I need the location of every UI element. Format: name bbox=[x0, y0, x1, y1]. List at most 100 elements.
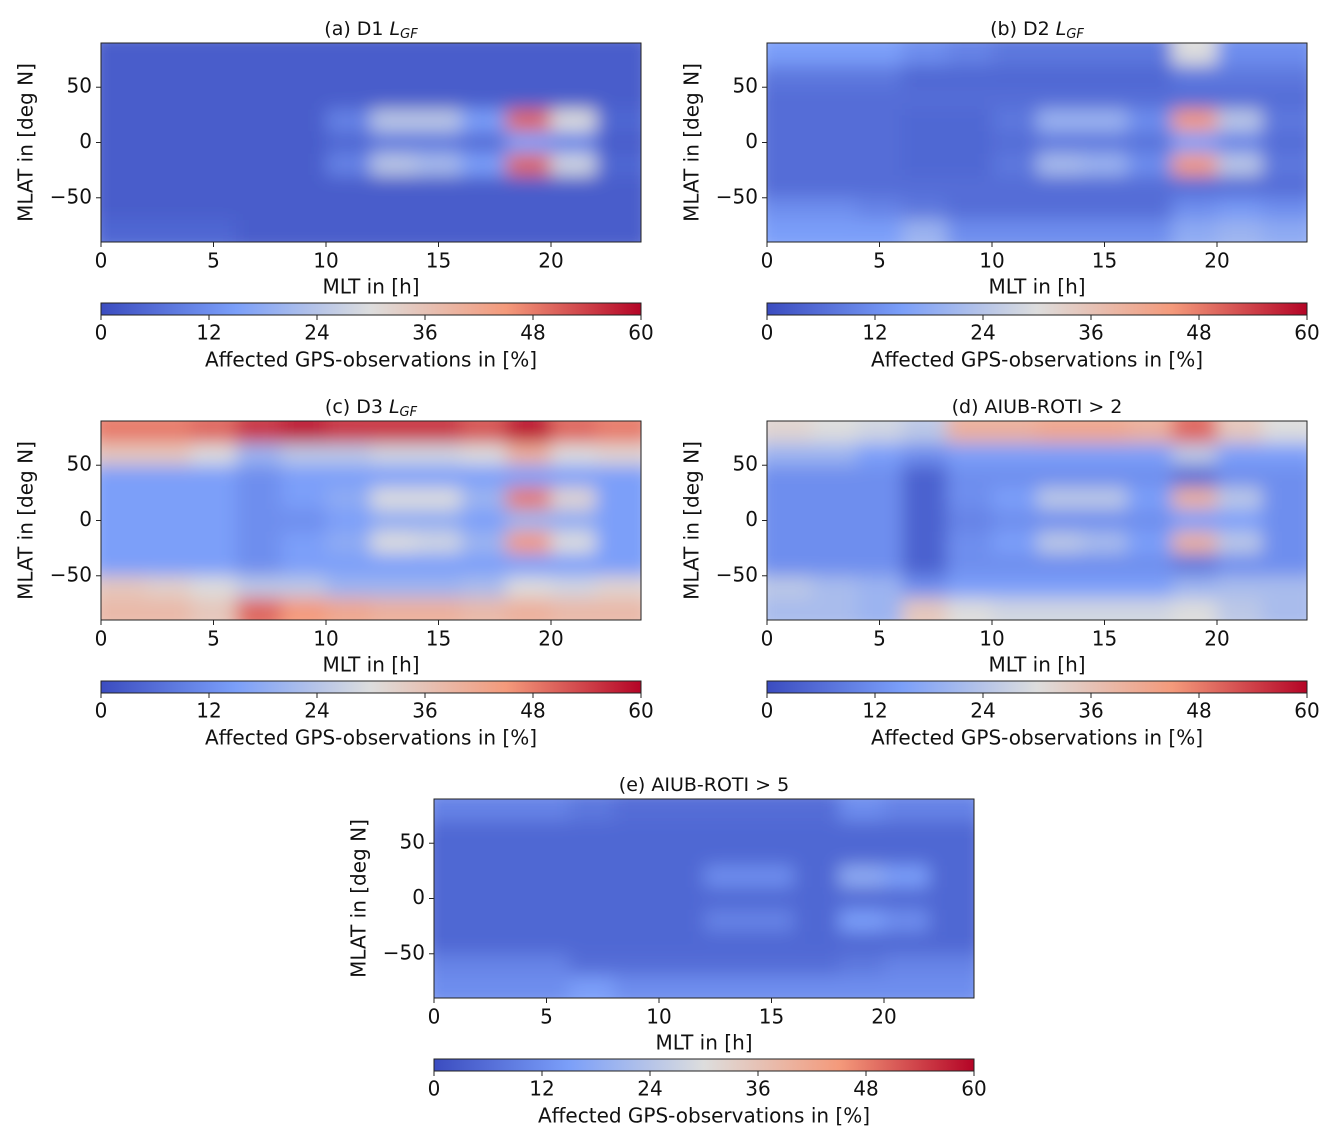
heatmap-cell bbox=[371, 553, 417, 577]
heatmap-cell bbox=[506, 597, 552, 620]
heatmap-cell bbox=[947, 575, 993, 599]
heatmap-cell bbox=[1037, 597, 1083, 620]
heatmap-cell bbox=[146, 597, 192, 620]
heatmap-cell bbox=[659, 887, 705, 911]
heatmap-cell bbox=[1217, 443, 1263, 466]
heatmap-cell bbox=[1037, 531, 1083, 555]
heatmap-cell bbox=[857, 531, 903, 555]
heatmap-cell bbox=[461, 531, 507, 555]
heatmap-cell bbox=[902, 87, 948, 110]
heatmap-cell bbox=[371, 465, 417, 488]
heatmap-cell bbox=[992, 553, 1038, 577]
heatmap-cell bbox=[1127, 575, 1173, 599]
heatmap-cell bbox=[326, 87, 372, 110]
heatmap-cell bbox=[659, 975, 705, 998]
heatmap-cell bbox=[704, 865, 750, 888]
heatmap-cell bbox=[101, 443, 147, 466]
heatmap-cell bbox=[767, 487, 813, 510]
heatmap-cell bbox=[992, 509, 1038, 533]
x-tick-label: 20 bbox=[1204, 249, 1229, 273]
heatmap-cell bbox=[1172, 575, 1218, 599]
heatmap-cell bbox=[551, 109, 597, 132]
x-tick-label: 0 bbox=[761, 627, 774, 651]
heatmap-cell bbox=[236, 421, 282, 444]
heatmap-cell bbox=[551, 487, 597, 510]
heatmap-cell bbox=[1262, 197, 1307, 221]
heatmap-cell bbox=[281, 443, 327, 466]
x-tick-label: 10 bbox=[979, 249, 1004, 273]
heatmap-cell bbox=[992, 219, 1038, 242]
heatmap-cell bbox=[434, 975, 480, 998]
heatmap-cell bbox=[596, 131, 641, 155]
heatmap-cell bbox=[506, 87, 552, 110]
heatmap-cell bbox=[506, 43, 552, 66]
heatmap-cell bbox=[191, 197, 237, 221]
heatmap-cell bbox=[1037, 197, 1083, 221]
heatmap-cell bbox=[1172, 153, 1218, 177]
heatmap-cell bbox=[326, 197, 372, 221]
heatmap-cell bbox=[479, 799, 525, 822]
heatmap-cell bbox=[1082, 219, 1128, 242]
colorbar-tick-label: 36 bbox=[1078, 321, 1103, 345]
heatmap-cell bbox=[596, 487, 641, 510]
x-tick-label: 15 bbox=[1092, 627, 1117, 651]
heatmap-cell bbox=[326, 443, 372, 466]
heatmap-cell bbox=[1082, 421, 1128, 444]
heatmap-cell bbox=[857, 175, 903, 199]
heatmap-cell bbox=[812, 197, 858, 221]
heatmap-cell bbox=[551, 131, 597, 155]
heatmap-cell bbox=[992, 109, 1038, 132]
heatmap-cell bbox=[371, 443, 417, 466]
heatmap-cell bbox=[947, 465, 993, 488]
heatmap-cell bbox=[857, 597, 903, 620]
heatmap-cell bbox=[929, 799, 974, 822]
heatmap-cell bbox=[704, 821, 750, 844]
heatmap-cell bbox=[794, 931, 840, 955]
heatmap-cell bbox=[236, 87, 282, 110]
heatmap-cell bbox=[794, 821, 840, 844]
colorbar bbox=[100, 302, 642, 316]
heatmap-cell bbox=[326, 531, 372, 555]
heatmap-cell bbox=[1262, 175, 1307, 199]
heatmap-cell bbox=[992, 443, 1038, 466]
heatmap-cell bbox=[416, 487, 462, 510]
heatmap-cell bbox=[281, 175, 327, 199]
heatmap-cell bbox=[101, 575, 147, 599]
heatmap-cell bbox=[1037, 219, 1083, 242]
heatmap-cell bbox=[947, 197, 993, 221]
heatmap-cell bbox=[479, 843, 525, 866]
heatmap-cell bbox=[524, 799, 570, 822]
heatmap-cell bbox=[659, 843, 705, 866]
heatmap-cells bbox=[434, 799, 974, 998]
heatmap-cell bbox=[191, 421, 237, 444]
heatmap-cell bbox=[614, 953, 660, 977]
heatmap-cell bbox=[812, 575, 858, 599]
heatmap-cell bbox=[1037, 421, 1083, 444]
heatmap-cell bbox=[1082, 131, 1128, 155]
heatmap-cell bbox=[704, 975, 750, 998]
heatmap-cell bbox=[506, 553, 552, 577]
heatmap-cell bbox=[794, 887, 840, 911]
heatmap-cell bbox=[884, 799, 930, 822]
panel: (d) AIUB-ROTI > 2 0 5 10 15 20 MLT in [h] −50 0 5… bbox=[680, 396, 1320, 750]
y-tick-label: 50 bbox=[733, 74, 758, 98]
heatmap-cell bbox=[551, 153, 597, 177]
title-text: (c) D3 bbox=[325, 396, 383, 418]
heatmap-cell bbox=[281, 219, 327, 242]
heatmap-cell bbox=[812, 109, 858, 132]
heatmap-cell bbox=[461, 575, 507, 599]
heatmap-cell bbox=[902, 175, 948, 199]
heatmap-cell bbox=[812, 219, 858, 242]
colorbar-label: Affected GPS-observations in [%] bbox=[538, 1104, 870, 1128]
heatmap-cell bbox=[371, 131, 417, 155]
heatmap-cell bbox=[596, 87, 641, 110]
x-tick-label: 10 bbox=[979, 627, 1004, 651]
heatmap-cell bbox=[1127, 443, 1173, 466]
colorbar-tick-label: 48 bbox=[1186, 321, 1211, 345]
heatmap-cell bbox=[902, 131, 948, 155]
heatmap-cell bbox=[434, 953, 480, 977]
heatmap-cell bbox=[236, 531, 282, 555]
x-axis-label: MLT in [h] bbox=[988, 653, 1085, 677]
heatmap-cell bbox=[371, 487, 417, 510]
heatmap-cell bbox=[596, 597, 641, 620]
